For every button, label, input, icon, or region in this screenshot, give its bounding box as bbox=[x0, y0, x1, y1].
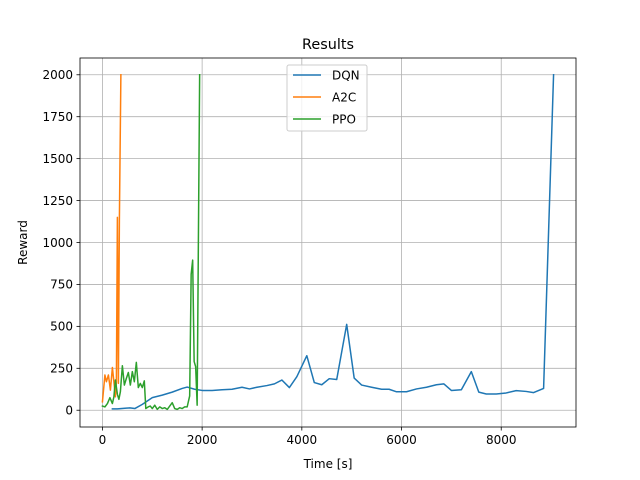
legend-label-dqn: DQN bbox=[332, 69, 360, 83]
y-axis-label: Reward bbox=[16, 220, 30, 265]
y-tick-label: 500 bbox=[50, 320, 73, 334]
x-tick-label: 4000 bbox=[287, 433, 318, 447]
chart-title: Results bbox=[302, 37, 354, 53]
x-tick-label: 6000 bbox=[386, 433, 417, 447]
y-tick-label: 250 bbox=[50, 362, 73, 376]
y-tick-label: 0 bbox=[65, 404, 73, 418]
x-axis-label: Time [s] bbox=[303, 457, 353, 471]
series-group bbox=[101, 73, 555, 411]
series-line-ppo bbox=[101, 74, 201, 411]
y-tick-label: 1000 bbox=[42, 236, 73, 250]
y-tick-label: 750 bbox=[50, 278, 73, 292]
series-line-dqn bbox=[111, 73, 555, 410]
y-tick-label: 1750 bbox=[42, 110, 73, 124]
x-tick-label: 8000 bbox=[486, 433, 517, 447]
legend-box bbox=[286, 64, 368, 132]
x-tick-label: 2000 bbox=[187, 433, 218, 447]
axis-ticks: 0 2000 4000 6000 8000 0 250 500 750 1000 1250 1500 1… bbox=[42, 68, 516, 447]
x-tick-label: 0 bbox=[99, 433, 107, 447]
y-tick-label: 2000 bbox=[42, 68, 73, 82]
y-tick-label: 1500 bbox=[42, 152, 73, 166]
legend: DQN A2C PPO bbox=[286, 64, 368, 132]
y-tick-label: 1250 bbox=[42, 194, 73, 208]
legend-label-a2c: A2C bbox=[332, 91, 356, 105]
legend-label-ppo: PPO bbox=[332, 113, 356, 127]
